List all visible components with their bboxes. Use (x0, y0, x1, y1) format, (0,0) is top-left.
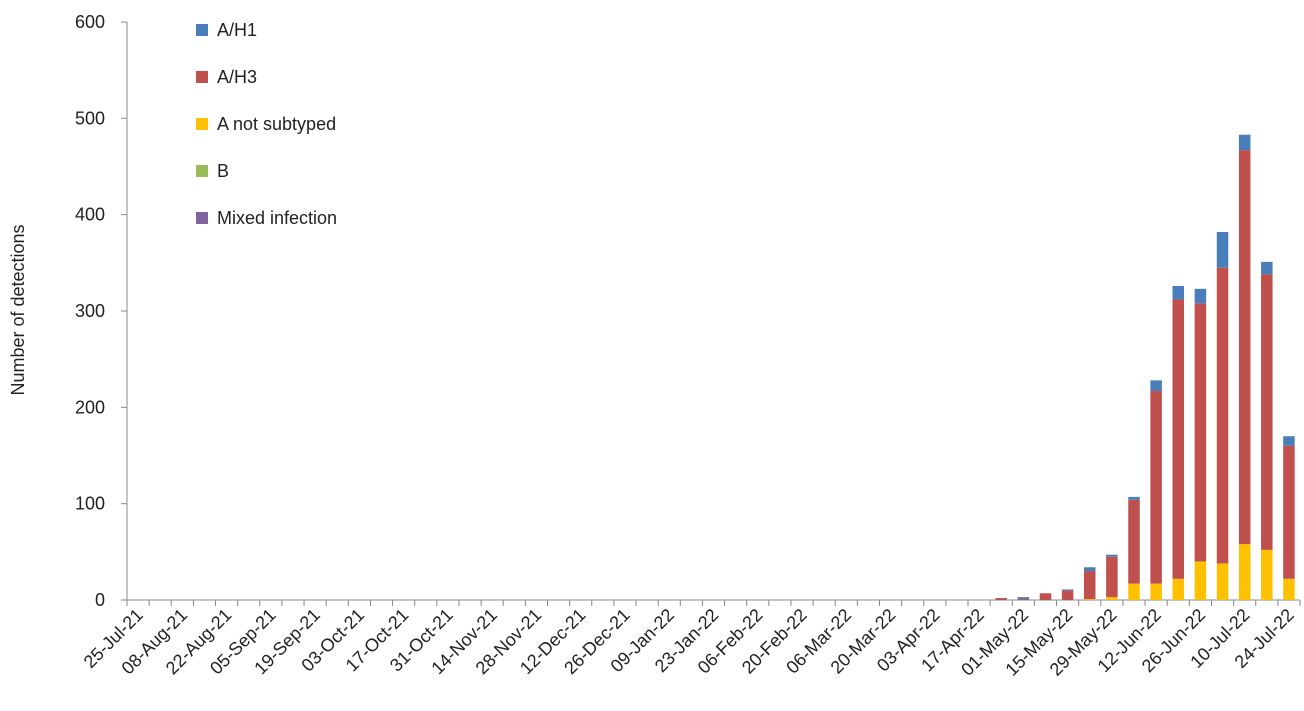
bar-segment (1172, 299, 1185, 579)
legend-label: Mixed infection (217, 208, 337, 228)
bar-segment (1128, 496, 1140, 500)
y-tick-label: 0 (95, 590, 105, 610)
legend-swatch (196, 212, 208, 224)
y-tick-label: 100 (75, 494, 105, 514)
bar-segment (1216, 232, 1229, 268)
bar-segment (1150, 390, 1162, 584)
bar-segment (1083, 599, 1096, 600)
bar-segment (1283, 436, 1295, 446)
y-tick-label: 400 (75, 205, 105, 225)
legend-label: A/H1 (217, 20, 257, 40)
bar-segment (1194, 561, 1207, 600)
bar-segment (1238, 150, 1251, 545)
legend-swatch (196, 71, 208, 83)
bar-segment (1017, 599, 1030, 600)
bar-segment (1061, 590, 1074, 600)
bar-segment (1061, 589, 1074, 591)
legend-label: A/H3 (217, 67, 257, 87)
bar-segment (1261, 261, 1273, 275)
bar-segment (1238, 134, 1251, 151)
bar-segment (1261, 549, 1273, 600)
y-axis-label: Number of detections (8, 224, 28, 395)
legend-label: A not subtyped (217, 114, 336, 134)
y-tick-label: 500 (75, 108, 105, 128)
bar-segment (1238, 544, 1251, 600)
legend-swatch (196, 118, 208, 130)
bar-segment (1283, 578, 1295, 600)
bar-segment (1216, 267, 1229, 564)
bar-segment (1106, 554, 1118, 557)
legend-swatch (196, 24, 208, 36)
bar-segment (1150, 380, 1162, 391)
y-tick-label: 200 (75, 397, 105, 417)
bar-segment (1106, 597, 1118, 600)
bar-segment (1216, 563, 1229, 600)
bar-segment (1128, 499, 1140, 584)
bar-segment (1283, 445, 1295, 579)
bar-segment (1083, 567, 1096, 572)
legend-label: B (217, 161, 229, 181)
bar-segment (995, 598, 1007, 600)
bar-segment (1017, 597, 1030, 600)
bar-segment (1194, 288, 1207, 304)
bar-segment (1150, 583, 1162, 600)
bar-segment (1106, 556, 1118, 598)
bar-segment (1172, 578, 1185, 600)
legend-swatch (196, 165, 208, 177)
bar-segment (1172, 285, 1185, 300)
bar-segment (1039, 593, 1052, 600)
bar-segment (1261, 274, 1273, 550)
bar-segment (1128, 583, 1140, 600)
y-tick-label: 300 (75, 301, 105, 321)
bar-segment (1194, 303, 1207, 562)
y-tick-label: 600 (75, 12, 105, 32)
bar-segment (1083, 571, 1096, 600)
